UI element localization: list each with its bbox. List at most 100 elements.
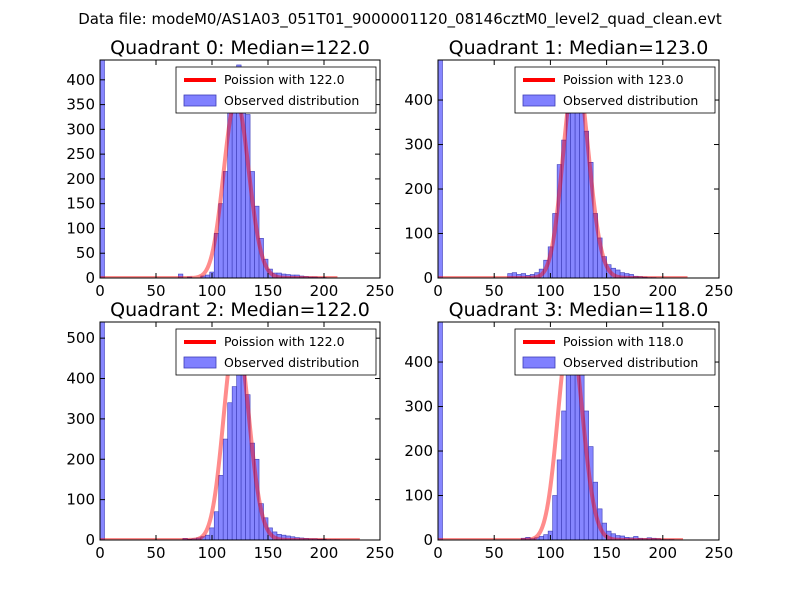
histogram-bar [204, 534, 211, 540]
histogram-bar [218, 475, 224, 540]
y-tick-label: 100 [66, 491, 95, 509]
x-tick-label: 100 [198, 282, 227, 300]
legend-label-observed: Observed distribution [224, 355, 359, 370]
y-tick-label: 400 [66, 71, 95, 89]
histogram-bar [543, 534, 549, 540]
legend-bar-swatch [183, 94, 217, 107]
x-tick-label: 200 [310, 544, 339, 562]
plot-area [438, 60, 689, 278]
legend-bar-swatch [522, 94, 556, 107]
x-tick-label: 150 [254, 282, 283, 300]
histogram-bar [552, 495, 558, 540]
y-tick-label: 300 [66, 410, 95, 428]
y-tick-label: 100 [404, 225, 433, 243]
subplot-quadrant-1: 0 50 100 150 200 250 0 100 200 300 400 Quadrant 1: … [404, 37, 733, 300]
x-tick-label: 250 [705, 282, 734, 300]
histogram-bar [556, 459, 562, 540]
subplot-title: Quadrant 1: Median=123.0 [449, 37, 709, 59]
legend-bar-swatch [183, 356, 217, 369]
y-tick-label: 250 [66, 145, 95, 163]
y-tick-label: 200 [66, 170, 95, 188]
axes-frame [437, 59, 720, 279]
x-tick-label: 50 [146, 544, 165, 562]
y-tick-label: 100 [66, 219, 95, 237]
histogram-bar [231, 106, 237, 278]
subplot-quadrant-0: 0 50 100 150 200 250 0 50 100 150 200 250 300 350 400 Q… [66, 37, 394, 300]
legend-label-observed: Observed distribution [563, 93, 698, 108]
histogram-bar [178, 273, 184, 278]
subplot-quadrant-2: 0 50 100 150 200 250 0 100 200 300 400 500 Quadrant … [66, 299, 394, 562]
histogram-bar [565, 370, 571, 540]
x-tick-label: 150 [592, 544, 621, 562]
y-tick-label: 100 [404, 487, 433, 505]
y-tick-label: 200 [66, 450, 95, 468]
y-tick-label: 0 [85, 531, 95, 549]
figure-suptitle: Data file: modeM0/AS1A03_051T01_90000011… [78, 10, 722, 29]
axes-frame [437, 321, 720, 541]
legend: Poission with 122.0 Observed distribution [175, 328, 377, 376]
x-tick-label: 250 [705, 544, 734, 562]
legend: Poission with 118.0 Observed distribution [514, 328, 716, 376]
x-tick-label: 0 [95, 544, 105, 562]
histogram-bar [561, 410, 567, 540]
histogram-bar [222, 438, 228, 540]
histogram-bar-zero [100, 60, 105, 278]
x-tick-label: 0 [433, 544, 443, 562]
legend: Poission with 122.0 Observed distribution [175, 66, 377, 114]
histogram-bar [231, 386, 237, 540]
y-tick-label: 150 [66, 195, 95, 213]
poisson-fit-line [438, 329, 684, 540]
y-tick-label: 300 [404, 136, 433, 154]
legend-label-poisson: Poission with 122.0 [224, 72, 345, 87]
x-tick-label: 100 [198, 544, 227, 562]
poisson-fit-line [100, 97, 339, 278]
x-tick-label: 0 [95, 282, 105, 300]
y-tick-label: 200 [404, 180, 433, 198]
legend-label-observed: Observed distribution [563, 355, 698, 370]
x-tick-label: 200 [648, 282, 677, 300]
histogram-bar [570, 95, 576, 278]
x-tick-label: 0 [433, 282, 443, 300]
subplot-title: Quadrant 0: Median=122.0 [110, 37, 370, 59]
y-tick-label: 300 [66, 120, 95, 138]
subplot-grid: 0 50 100 150 200 250 0 50 100 150 200 250 300 350 400 Q… [66, 37, 733, 562]
x-tick-label: 100 [536, 282, 565, 300]
histogram-bar [579, 108, 585, 278]
histogram-bar-zero [438, 60, 443, 278]
histogram-bar [227, 402, 233, 540]
poisson-fit-line [438, 66, 689, 278]
y-tick-label: 350 [66, 96, 95, 114]
x-tick-label: 200 [648, 544, 677, 562]
x-tick-label: 200 [310, 282, 339, 300]
axes-frame [99, 321, 381, 541]
x-tick-label: 150 [592, 282, 621, 300]
legend-label-poisson: Poission with 118.0 [563, 334, 684, 349]
y-tick-label: 400 [404, 353, 433, 371]
legend-label-poisson: Poission with 122.0 [224, 334, 345, 349]
y-tick-label: 200 [404, 442, 433, 460]
subplot-title: Quadrant 2: Median=122.0 [110, 299, 370, 321]
y-tick-label: 500 [66, 329, 95, 347]
axes-frame [99, 59, 381, 279]
legend-label-observed: Observed distribution [224, 93, 359, 108]
histogram-bar [263, 258, 269, 278]
y-tick-label: 0 [423, 269, 433, 287]
x-tick-label: 250 [366, 544, 395, 562]
y-tick-label: 400 [66, 370, 95, 388]
legend-label-poisson: Poission with 123.0 [563, 72, 684, 87]
subplot-quadrant-3: 0 50 100 150 200 250 0 100 200 300 400 Quadrant 3: … [404, 299, 733, 562]
y-tick-label: 300 [404, 398, 433, 416]
x-tick-label: 50 [485, 544, 504, 562]
y-tick-label: 50 [76, 244, 95, 262]
x-tick-label: 50 [485, 282, 504, 300]
legend-bar-swatch [522, 356, 556, 369]
y-tick-label: 400 [404, 91, 433, 109]
x-tick-label: 100 [536, 544, 565, 562]
histogram-bar-zero [438, 322, 443, 540]
histogram-bar-zero [100, 322, 105, 540]
histogram-bar [538, 536, 544, 540]
subplot-title: Quadrant 3: Median=118.0 [449, 299, 709, 321]
x-tick-label: 150 [254, 544, 283, 562]
x-tick-label: 50 [146, 282, 165, 300]
